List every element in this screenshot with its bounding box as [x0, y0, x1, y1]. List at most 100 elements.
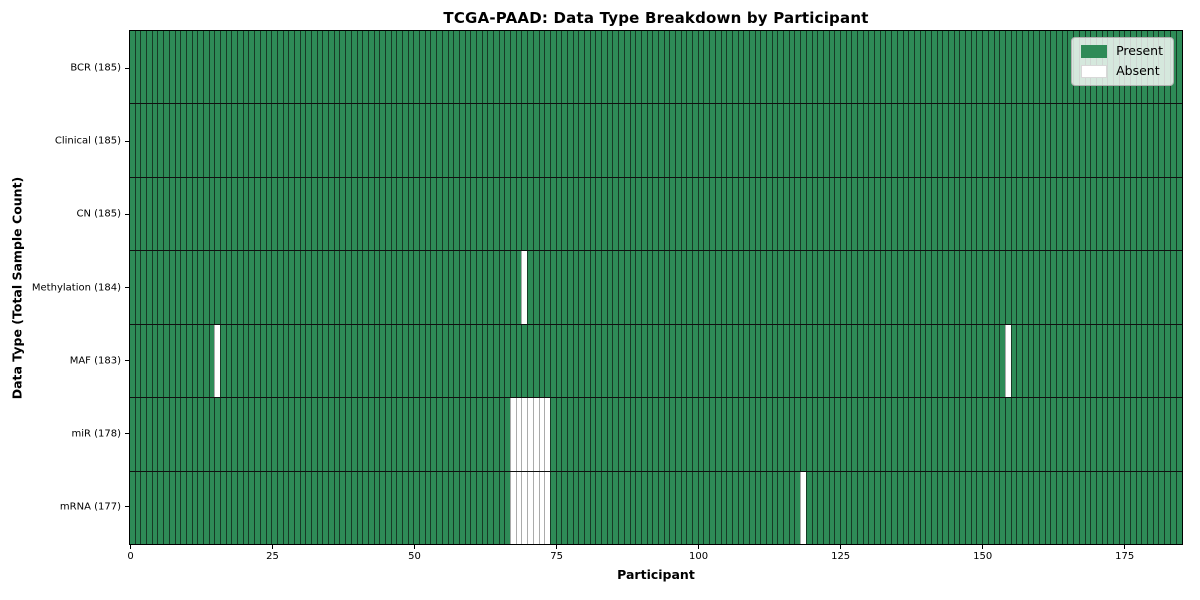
heatmap-cell	[163, 104, 169, 177]
heatmap-cell	[942, 104, 948, 177]
heatmap-cell	[709, 104, 715, 177]
heatmap-cell	[220, 31, 226, 104]
heatmap-cell	[339, 251, 346, 324]
heatmap-cell	[766, 177, 772, 251]
heatmap-cell	[851, 31, 857, 104]
heatmap-cell	[197, 177, 203, 251]
heatmap-cell	[1067, 471, 1074, 544]
heatmap-cell	[584, 177, 590, 251]
heatmap-cell	[373, 324, 380, 398]
heatmap-cell	[362, 398, 368, 471]
heatmap-cell	[970, 251, 977, 324]
heatmap-cell	[561, 31, 567, 104]
heatmap-cell	[925, 31, 931, 104]
heatmap-cell	[504, 471, 511, 544]
heatmap-cell	[851, 324, 857, 398]
heatmap-cell	[407, 31, 414, 104]
heatmap-cell	[265, 31, 272, 104]
heatmap-cell	[259, 324, 266, 398]
heatmap-cell	[458, 177, 465, 251]
heatmap-cell	[362, 177, 368, 251]
heatmap-cell	[356, 471, 363, 544]
heatmap-cell	[248, 251, 255, 324]
heatmap-cell	[1147, 471, 1153, 544]
heatmap-cell	[521, 104, 528, 177]
heatmap-cell	[475, 104, 482, 177]
heatmap-cell	[1061, 177, 1068, 251]
heatmap-cell	[311, 398, 317, 471]
heatmap-cell	[276, 471, 283, 544]
heatmap-cell	[413, 398, 420, 471]
heatmap-cell	[259, 251, 266, 324]
heatmap-cell	[970, 177, 977, 251]
heatmap-cell	[362, 324, 368, 398]
heatmap-cell	[146, 104, 152, 177]
heatmap-cell	[720, 398, 727, 471]
heatmap-cell	[1175, 251, 1182, 324]
heatmap-cell	[589, 471, 596, 544]
heatmap-cell	[333, 31, 340, 104]
heatmap-cell	[424, 398, 431, 471]
heatmap-cell	[657, 31, 664, 104]
heatmap-cell	[731, 471, 738, 544]
heatmap-cell	[288, 177, 294, 251]
heatmap-cell	[555, 324, 562, 398]
heatmap-cell	[140, 104, 147, 177]
heatmap-cell	[481, 471, 488, 544]
heatmap-cell	[544, 471, 550, 544]
heatmap-cell	[766, 324, 772, 398]
heatmap-cell	[1021, 251, 1028, 324]
heatmap-cell	[532, 104, 539, 177]
heatmap-cell	[1101, 398, 1108, 471]
heatmap-cell	[754, 471, 761, 544]
heatmap-cell	[390, 398, 397, 471]
heatmap-cell	[1039, 324, 1045, 398]
heatmap-cell	[202, 104, 209, 177]
heatmap-cell	[646, 31, 653, 104]
heatmap-cell	[282, 177, 289, 251]
heatmap-cell	[652, 324, 658, 398]
heatmap-cell	[549, 251, 556, 324]
heatmap-cell	[970, 324, 977, 398]
heatmap-cell	[362, 251, 368, 324]
heatmap-cell	[333, 104, 340, 177]
heatmap-cell	[652, 251, 658, 324]
heatmap-cell	[458, 471, 465, 544]
heatmap-cell	[635, 398, 641, 471]
heatmap-cell	[242, 398, 249, 471]
heatmap-cell	[896, 251, 903, 324]
heatmap-cell	[367, 104, 374, 177]
heatmap-cell	[1118, 398, 1125, 471]
x-tick-label: 25	[266, 551, 279, 562]
heatmap-cell	[180, 398, 186, 471]
heatmap-cell	[532, 324, 539, 398]
heatmap-cell	[447, 251, 454, 324]
heatmap-cell	[305, 471, 311, 544]
heatmap-cell	[925, 324, 931, 398]
heatmap-cell	[185, 398, 192, 471]
heatmap-cell	[743, 471, 749, 544]
heatmap-cell	[857, 251, 863, 324]
heatmap-cell	[521, 324, 528, 398]
heatmap-cell	[783, 251, 789, 324]
heatmap-cell	[942, 324, 948, 398]
heatmap-cell	[265, 471, 272, 544]
heatmap-cell	[720, 324, 727, 398]
heatmap-cell	[680, 398, 687, 471]
heatmap-cell	[208, 324, 215, 398]
heatmap-cell	[1169, 177, 1176, 251]
heatmap-cell	[965, 471, 971, 544]
heatmap-cell	[538, 324, 545, 398]
heatmap-cell	[623, 104, 630, 177]
heatmap-cell	[584, 324, 590, 398]
heatmap-cell	[714, 104, 721, 177]
heatmap-cell	[498, 324, 505, 398]
heatmap-cell	[948, 471, 954, 544]
heatmap-cell	[180, 104, 186, 177]
heatmap-cell	[902, 31, 909, 104]
heatmap-cell	[902, 324, 909, 398]
heatmap-cell	[646, 104, 653, 177]
heatmap-cell	[891, 251, 897, 324]
heatmap-cell	[618, 104, 624, 177]
heatmap-cell	[948, 104, 954, 177]
